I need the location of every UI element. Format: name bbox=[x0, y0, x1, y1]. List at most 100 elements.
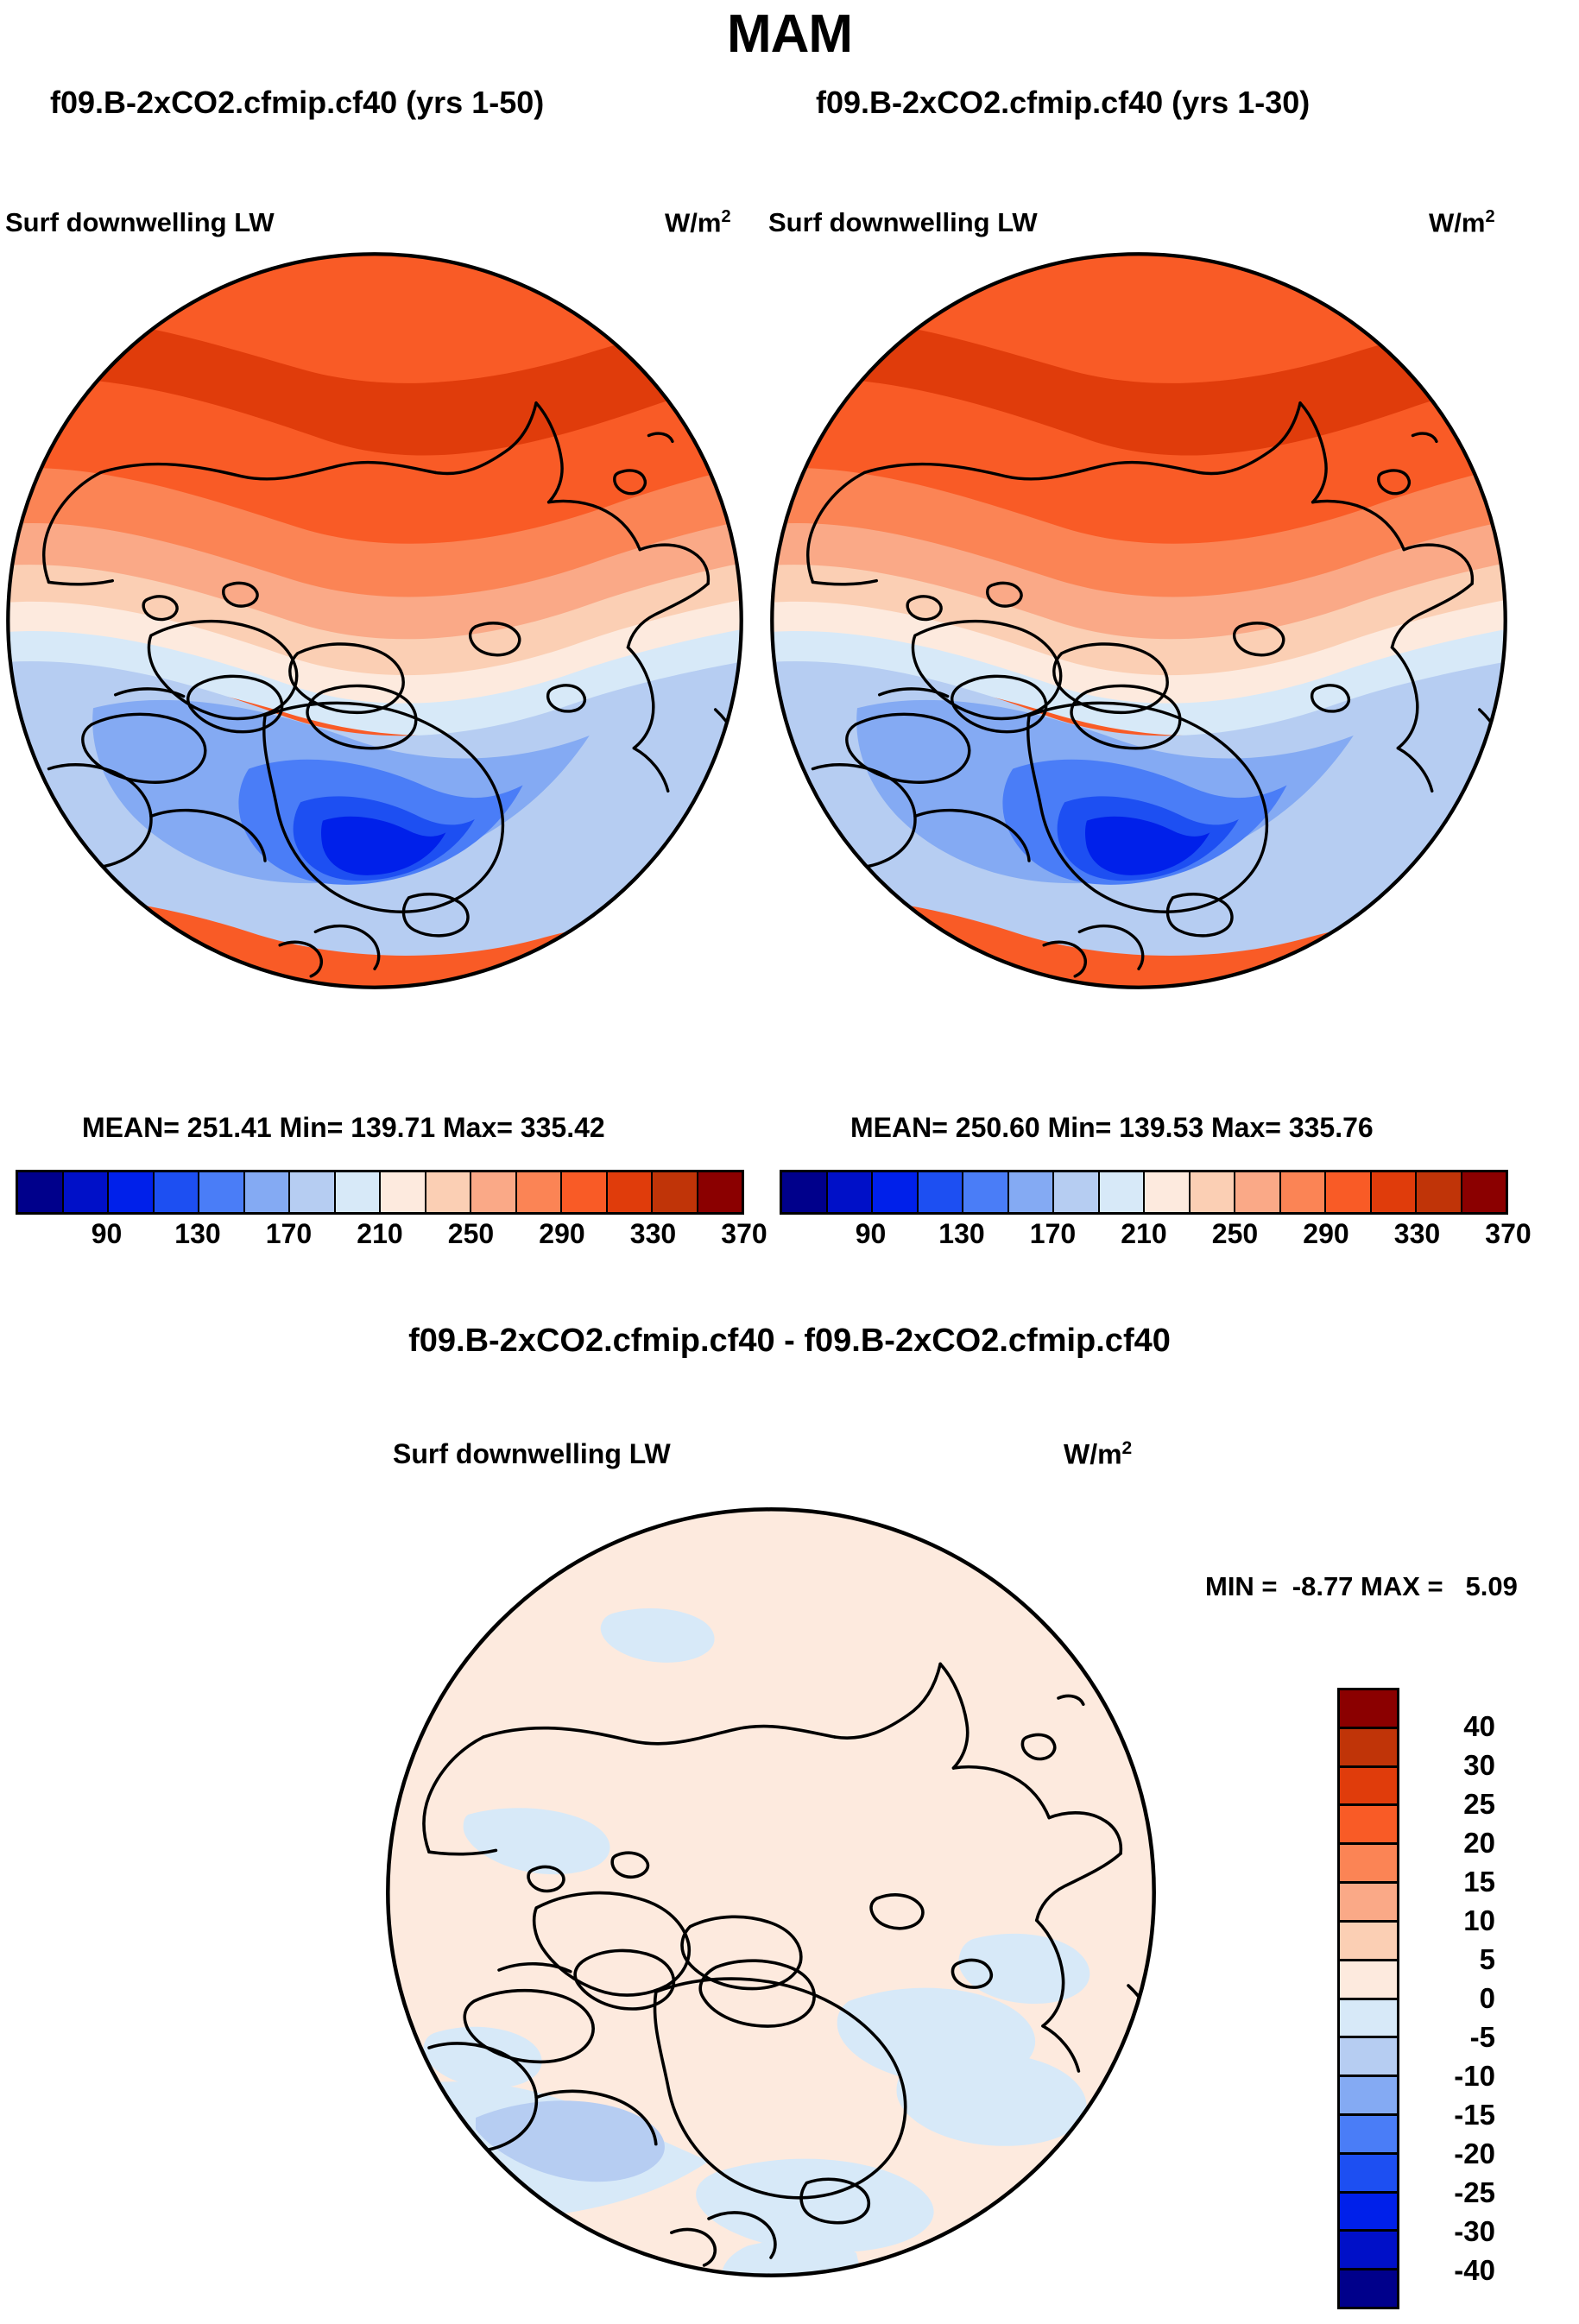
difference-colorbar-cell bbox=[1340, 1961, 1397, 2000]
colorbar-tick-label: 210 bbox=[1121, 1218, 1167, 1249]
difference-minmax: MIN = -8.77 MAX = 5.09 bbox=[1205, 1571, 1518, 1601]
difference-colorbar-tick-label: -20 bbox=[1454, 2138, 1495, 2169]
colorbar-tick-label: 170 bbox=[265, 1218, 313, 1249]
right-panel-units: W/m2 bbox=[1429, 207, 1495, 238]
colorbar-cell bbox=[63, 1172, 109, 1212]
colorbar-cell bbox=[1462, 1172, 1506, 1212]
colorbar-tick-label: 250 bbox=[1211, 1218, 1259, 1249]
colorbar-cell bbox=[1008, 1172, 1054, 1212]
difference-colorbar-cell bbox=[1340, 2038, 1397, 2078]
colorbar-cell bbox=[335, 1172, 381, 1212]
right-panel-stats: MEAN= 250.60 Min= 139.53 Max= 335.76 bbox=[850, 1112, 1374, 1143]
colorbar-tick-label: 90 bbox=[91, 1218, 123, 1249]
right-colorbar: 90 130 170 210 250 290 330 370 bbox=[780, 1170, 1532, 1249]
colorbar-cell bbox=[1326, 1172, 1372, 1212]
difference-colorbar-cell bbox=[1340, 2193, 1397, 2232]
left-units-exponent: 2 bbox=[721, 207, 731, 226]
left-map-svg bbox=[6, 252, 743, 989]
colorbar-tick-label: 90 bbox=[855, 1218, 887, 1249]
left-panel-units: W/m2 bbox=[665, 207, 731, 238]
colorbar-cell bbox=[873, 1172, 919, 1212]
right-units-exponent: 2 bbox=[1485, 207, 1495, 226]
difference-polar-map bbox=[382, 1504, 1159, 2281]
difference-colorbar-tick-label: 30 bbox=[1463, 1749, 1495, 1781]
right-map-svg bbox=[770, 252, 1507, 989]
colorbar-cell bbox=[290, 1172, 336, 1212]
left-colorbar: 90 130 170 210 250 290 330 370 bbox=[16, 1170, 767, 1249]
difference-units-exponent: 2 bbox=[1121, 1438, 1133, 1458]
difference-colorbar-cell bbox=[1340, 1845, 1397, 1885]
colorbar-cell bbox=[426, 1172, 471, 1212]
difference-colorbar-cell bbox=[1340, 1884, 1397, 1923]
difference-colorbar-tick-label: -15 bbox=[1454, 2099, 1495, 2131]
difference-colorbar-cell bbox=[1340, 1728, 1397, 1768]
colorbar-cell bbox=[516, 1172, 562, 1212]
colorbar-cell bbox=[244, 1172, 290, 1212]
colorbar-cell bbox=[1371, 1172, 1417, 1212]
difference-colorbar-tick-label: -30 bbox=[1454, 2215, 1495, 2247]
difference-units-text: W/m bbox=[1064, 1438, 1122, 1470]
colorbar-cell bbox=[1280, 1172, 1326, 1212]
left-polar-map bbox=[4, 167, 745, 1074]
colorbar-tick-label: 290 bbox=[539, 1218, 585, 1249]
colorbar-cell bbox=[1417, 1172, 1462, 1212]
difference-colorbar-ticks: 40 30 25 20 15 10 5 0 -5 -10 -15 -20 -25 -30 -40 bbox=[1416, 1688, 1528, 2309]
colorbar-cell bbox=[1054, 1172, 1100, 1212]
right-panel-case-title: f09.B-2xCO2.cfmip.cf40 (yrs 1-30) bbox=[816, 85, 1311, 120]
difference-units: W/m2 bbox=[1064, 1438, 1132, 1471]
colorbar-cell bbox=[918, 1172, 963, 1212]
left-units-text: W/m bbox=[665, 207, 722, 238]
difference-colorbar-tick-label: 0 bbox=[1479, 1982, 1495, 2014]
difference-colorbar-tick-label: 5 bbox=[1479, 1943, 1495, 1975]
colorbar-tick-label: 170 bbox=[1029, 1218, 1077, 1249]
colorbar-tick-label: 210 bbox=[357, 1218, 403, 1249]
difference-colorbar-cell bbox=[1340, 2232, 1397, 2271]
difference-colorbar-tick-label: -25 bbox=[1454, 2176, 1495, 2208]
colorbar-cell bbox=[199, 1172, 245, 1212]
colorbar-tick-label: 370 bbox=[721, 1218, 767, 1249]
difference-field-label: Surf downwelling LW bbox=[393, 1438, 671, 1469]
difference-colorbar-cell bbox=[1340, 1999, 1397, 2039]
difference-colorbar-tick-label: 15 bbox=[1463, 1866, 1495, 1898]
colorbar-tick-label: 290 bbox=[1303, 1218, 1349, 1249]
left-panel-field-label: Surf downwelling LW bbox=[5, 207, 275, 237]
colorbar-cell bbox=[607, 1172, 653, 1212]
difference-colorbar-tick-label: -10 bbox=[1454, 2060, 1495, 2092]
colorbar-cell bbox=[109, 1172, 155, 1212]
difference-colorbar-tick-label: 40 bbox=[1463, 1710, 1495, 1742]
left-colorbar-bar bbox=[16, 1170, 744, 1215]
difference-map-field bbox=[388, 1509, 1154, 2276]
colorbar-cell bbox=[827, 1172, 873, 1212]
difference-colorbar-cell bbox=[1340, 1922, 1397, 1961]
difference-colorbar-tick-label: -40 bbox=[1454, 2254, 1495, 2286]
difference-colorbar-tick-label: 20 bbox=[1463, 1827, 1495, 1859]
colorbar-cell bbox=[1099, 1172, 1145, 1212]
right-colorbar-bar bbox=[780, 1170, 1508, 1215]
right-map-boundary bbox=[770, 252, 1507, 989]
colorbar-tick-label: 250 bbox=[447, 1218, 495, 1249]
colorbar-cell bbox=[653, 1172, 698, 1212]
right-units-text: W/m bbox=[1429, 207, 1486, 238]
difference-map-svg bbox=[386, 1507, 1156, 2277]
colorbar-cell bbox=[471, 1172, 517, 1212]
colorbar-cell bbox=[1190, 1172, 1235, 1212]
left-colorbar-ticks: 90 130 170 210 250 290 330 370 bbox=[16, 1215, 767, 1254]
difference-colorbar-tick-label: -5 bbox=[1469, 2021, 1495, 2053]
colorbar-tick-label: 370 bbox=[1485, 1218, 1532, 1249]
colorbar-tick-label: 330 bbox=[1393, 1218, 1441, 1249]
colorbar-cell bbox=[782, 1172, 828, 1212]
page-title: MAM bbox=[726, 4, 853, 64]
difference-colorbar-cell bbox=[1340, 2115, 1397, 2155]
difference-colorbar-cell bbox=[1340, 1806, 1397, 1846]
difference-colorbar-tick-label: 10 bbox=[1463, 1904, 1495, 1936]
right-panel-field-label: Surf downwelling LW bbox=[768, 207, 1038, 237]
difference-colorbar bbox=[1337, 1688, 1399, 2309]
left-panel-stats: MEAN= 251.41 Min= 139.71 Max= 335.42 bbox=[82, 1112, 605, 1143]
colorbar-cell bbox=[18, 1172, 64, 1212]
colorbar-cell bbox=[562, 1172, 608, 1212]
left-panel-case-title: f09.B-2xCO2.cfmip.cf40 (yrs 1-50) bbox=[50, 85, 545, 120]
colorbar-tick-label: 130 bbox=[174, 1218, 221, 1249]
difference-colorbar-cell bbox=[1340, 2077, 1397, 2116]
difference-colorbar-cell bbox=[1340, 1767, 1397, 1807]
colorbar-cell bbox=[381, 1172, 426, 1212]
